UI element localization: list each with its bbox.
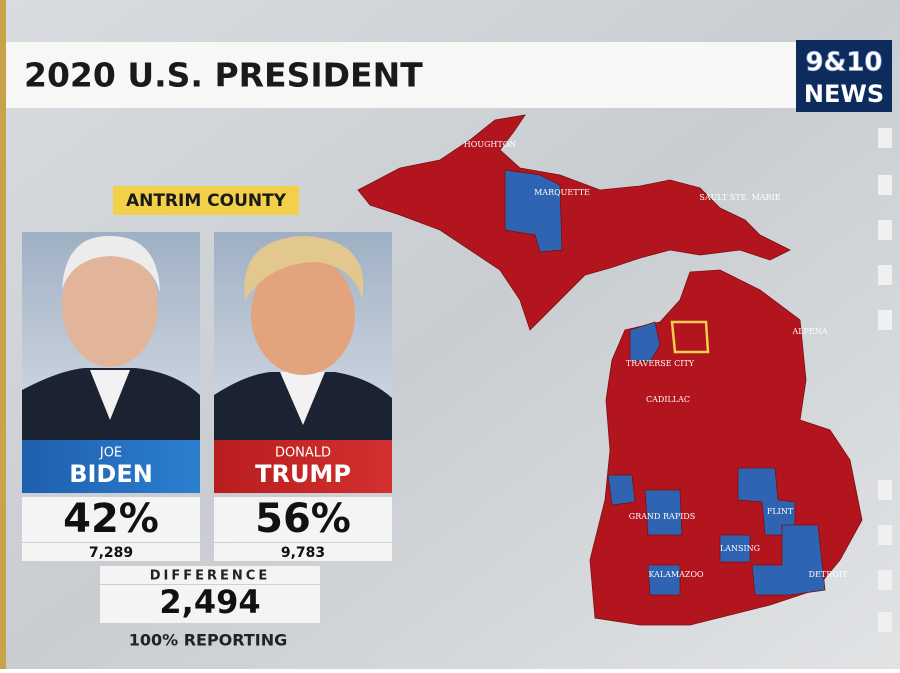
difference-value: 2,494	[159, 583, 260, 621]
blue-county	[629, 321, 661, 363]
reporting: 100% REPORTING	[129, 631, 288, 650]
logo-top: 9&10	[806, 48, 883, 78]
candidate-card: DONALD TRUMP 56% 9,783	[214, 232, 392, 561]
county-label-box	[113, 186, 299, 215]
map-label: CADILLAC	[646, 395, 690, 404]
upper-peninsula	[357, 114, 791, 331]
percent-box	[214, 497, 392, 542]
title-bar	[6, 42, 796, 108]
first-name: DONALD	[275, 446, 331, 461]
first-name: JOE	[99, 446, 122, 461]
logo-bottom: NEWS	[804, 80, 884, 108]
name-band	[214, 440, 392, 493]
map-label: TRAVERSE CITY	[626, 359, 695, 368]
blue-county	[607, 474, 636, 506]
michigan-map	[357, 114, 863, 626]
percent-box	[22, 497, 200, 542]
votes: 7,289	[89, 545, 133, 561]
last-name: TRUMP	[255, 460, 351, 488]
edge-tabs	[878, 128, 892, 632]
title: 2020 U.S. PRESIDENT	[24, 56, 423, 95]
votes-box	[22, 543, 200, 561]
map-label: HOUGHTON	[464, 140, 517, 149]
blue-county	[644, 489, 683, 536]
blue-county	[719, 534, 751, 563]
votes-box	[214, 543, 392, 561]
votes: 9,783	[281, 545, 325, 561]
difference-value-box	[100, 585, 320, 623]
map-label: MARQUETTE	[534, 188, 590, 197]
blue-county	[647, 564, 681, 596]
logo	[796, 40, 892, 112]
antrim-county	[670, 320, 710, 354]
map-labels: HOUGHTON MARQUETTE SAULT STE. MARIE ALPE…	[464, 140, 848, 579]
photo-shirt	[90, 370, 130, 420]
side-stripe	[0, 0, 6, 669]
candidate-card: JOE BIDEN 42% 7,289	[22, 232, 200, 561]
photo-face	[251, 255, 355, 375]
percent: 42%	[63, 496, 159, 542]
map-label: DETROIT	[809, 570, 848, 579]
percent: 56%	[255, 496, 351, 542]
photo-face	[62, 243, 158, 367]
blue-county	[751, 524, 826, 596]
difference-label-box	[100, 566, 320, 584]
difference-label: DIFFERENCE	[150, 569, 270, 584]
map-label: KALAMAZOO	[648, 570, 704, 579]
map-label: GRAND RAPIDS	[629, 512, 695, 521]
last-name: BIDEN	[69, 460, 153, 488]
map-label: ALPENA	[791, 327, 827, 336]
map-label: FLINT	[767, 507, 794, 516]
photo-hair	[244, 236, 364, 300]
photo-shirt	[280, 372, 325, 425]
map-label: LANSING	[720, 544, 760, 553]
county-label: ANTRIM COUNTY	[126, 191, 287, 211]
photo-hair	[62, 235, 160, 292]
blue-county	[504, 169, 563, 253]
map-label: SAULT STE. MARIE	[699, 193, 780, 202]
name-band	[22, 440, 200, 493]
